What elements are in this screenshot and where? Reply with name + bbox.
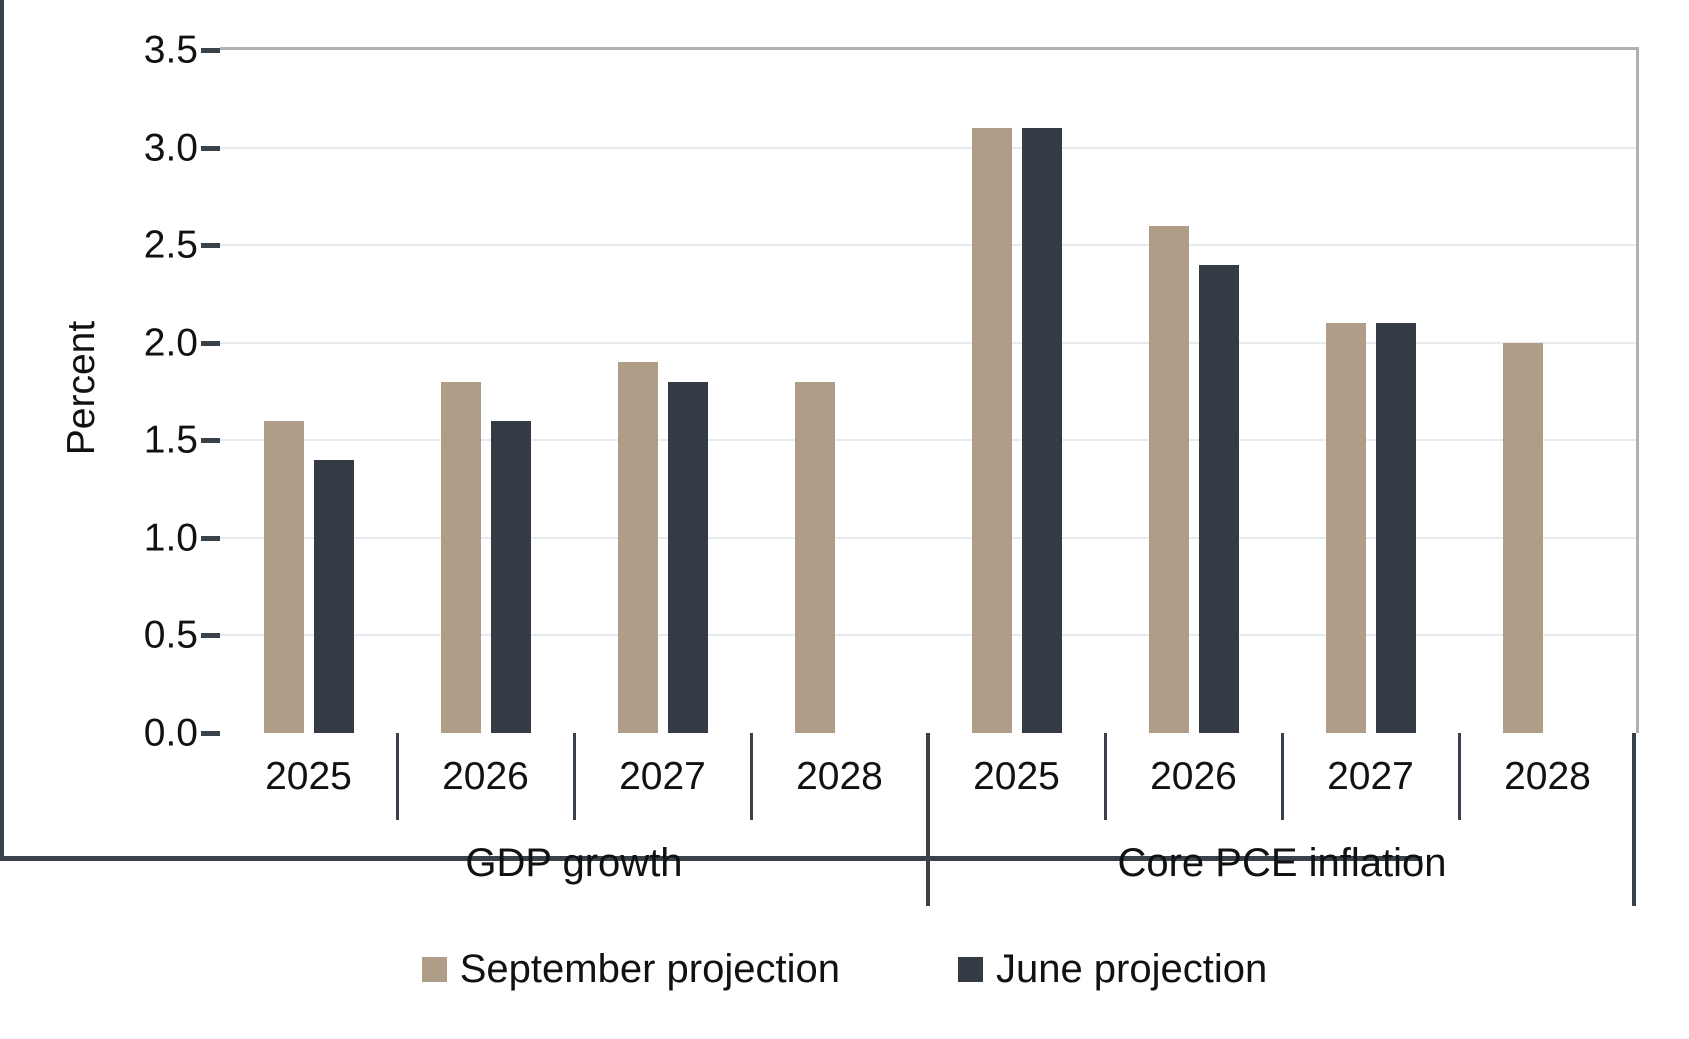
year-divider (749, 733, 753, 820)
year-divider (395, 733, 399, 820)
bar-gdp-2027-september (617, 362, 658, 733)
x-label-pce-2027: 2027 (1327, 754, 1414, 798)
y-tick-mark (201, 340, 220, 346)
group-divider (1632, 733, 1636, 906)
group-label-gdp: GDP growth (465, 840, 683, 885)
year-divider (1457, 733, 1461, 820)
year-divider (1103, 733, 1107, 820)
x-label-gdp-2026: 2026 (442, 754, 529, 798)
x-label-pce-2026: 2026 (1150, 754, 1237, 798)
y-tick-label: 2.0 (143, 321, 198, 365)
bar-pce-2026-september (1148, 225, 1189, 733)
x-label-pce-2028: 2028 (1504, 754, 1591, 798)
gridline (220, 341, 1636, 344)
legend: September projection June projection (0, 936, 1689, 1002)
bar-pce-2027-june (1375, 323, 1416, 733)
y-tick-mark (201, 731, 220, 736)
bar-gdp-2025-september (263, 420, 304, 733)
bar-gdp-2025-june (313, 459, 354, 733)
bar-pce-2027-september (1325, 323, 1366, 733)
bar-gdp-2026-september (440, 381, 481, 733)
y-tick-mark (201, 145, 220, 151)
y-tick-label: 2.5 (143, 223, 198, 267)
x-label-gdp-2025: 2025 (265, 754, 352, 798)
x-label-pce-2025: 2025 (973, 754, 1060, 798)
gridline (220, 634, 1636, 637)
y-tick-label: 0.5 (143, 613, 198, 657)
x-label-gdp-2028: 2028 (796, 754, 883, 798)
x-label-gdp-2027: 2027 (619, 754, 706, 798)
y-tick-label: 0.0 (143, 711, 198, 755)
y-tick-mark (201, 438, 220, 444)
y-tick-mark (201, 535, 220, 541)
gridline (220, 439, 1636, 442)
bar-pce-2026-june (1198, 264, 1239, 733)
legend-label-september: September projection (459, 946, 840, 991)
legend-item-september: September projection (421, 946, 840, 992)
group-label-pce: Core PCE inflation (1117, 840, 1447, 885)
bar-pce-2028-september (1502, 342, 1543, 733)
y-tick-label: 1.0 (143, 516, 198, 560)
bar-gdp-2027-june (667, 381, 708, 733)
x-axis-baseline (0, 856, 1422, 861)
legend-item-june: June projection (957, 946, 1268, 992)
year-divider (1280, 733, 1284, 820)
bar-gdp-2026-june (490, 420, 531, 733)
legend-swatch-june (957, 956, 983, 982)
y-tick-mark (201, 243, 220, 249)
bar-gdp-2028-september (794, 381, 835, 733)
bar-pce-2025-june (1021, 128, 1062, 733)
year-divider (572, 733, 576, 820)
y-tick-mark (201, 48, 220, 53)
legend-label-june: June projection (995, 946, 1268, 991)
y-tick-label: 3.5 (143, 28, 198, 72)
y-tick-label: 3.0 (143, 126, 198, 170)
y-tick-label: 1.5 (143, 418, 198, 462)
group-divider (926, 733, 930, 906)
y-tick-mark (201, 633, 220, 639)
gridline (220, 244, 1636, 247)
legend-swatch-september (421, 956, 447, 982)
bar-pce-2025-september (971, 128, 1012, 733)
gridline (220, 146, 1636, 149)
y-axis-line (0, 0, 4, 856)
gridline (220, 536, 1636, 539)
plot-area (220, 47, 1639, 733)
